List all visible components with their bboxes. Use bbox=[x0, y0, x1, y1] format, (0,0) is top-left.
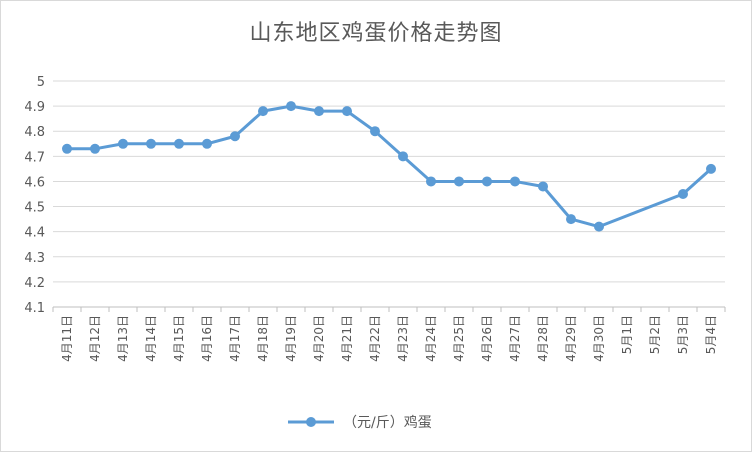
data-point bbox=[90, 143, 100, 154]
data-point bbox=[146, 138, 156, 149]
x-tick-label: 4月11日 bbox=[60, 315, 74, 362]
x-tick-label: 5月4日 bbox=[704, 315, 718, 354]
x-tick-label: 4月27日 bbox=[508, 315, 522, 362]
data-point bbox=[426, 176, 436, 187]
data-point bbox=[174, 138, 184, 149]
data-point bbox=[202, 138, 212, 149]
x-tick-label: 4月17日 bbox=[228, 315, 242, 362]
y-tick-label: 4.9 bbox=[24, 100, 45, 115]
x-tick-label: 4月14日 bbox=[144, 315, 158, 362]
x-tick-label: 4月24日 bbox=[424, 315, 438, 362]
x-tick-label: 5月1日 bbox=[620, 315, 634, 354]
x-tick-label: 4月28日 bbox=[536, 315, 550, 362]
x-tick-label: 4月26日 bbox=[480, 315, 494, 362]
data-point bbox=[286, 101, 296, 112]
data-point bbox=[230, 131, 240, 142]
data-point bbox=[342, 106, 352, 117]
series-line bbox=[67, 104, 713, 229]
x-tick-label: 4月13日 bbox=[116, 315, 130, 362]
x-tick-label: 4月21日 bbox=[340, 315, 354, 362]
x-tick-label: 5月2日 bbox=[648, 315, 662, 354]
y-tick-label: 4.4 bbox=[24, 226, 45, 241]
data-point bbox=[118, 138, 128, 149]
data-point bbox=[510, 176, 520, 187]
x-tick-label: 5月3日 bbox=[676, 315, 690, 354]
x-tick-label: 4月15日 bbox=[172, 315, 186, 362]
data-point bbox=[398, 151, 408, 162]
data-point bbox=[258, 106, 268, 117]
x-tick-label: 4月20日 bbox=[312, 315, 326, 362]
data-point bbox=[566, 214, 576, 225]
chart-title: 山东地区鸡蛋价格走势图 bbox=[249, 21, 503, 46]
data-point bbox=[538, 181, 548, 192]
data-point bbox=[62, 143, 72, 154]
x-tick-label: 4月30日 bbox=[592, 315, 606, 362]
y-tick-label: 5 bbox=[37, 75, 45, 90]
x-tick-label: 4月23日 bbox=[396, 315, 410, 362]
x-tick-label: 4月19日 bbox=[284, 315, 298, 362]
x-tick-label: 4月18日 bbox=[256, 315, 270, 362]
legend-marker bbox=[306, 417, 316, 427]
y-tick-label: 4.2 bbox=[24, 276, 45, 291]
data-point bbox=[314, 106, 324, 117]
data-point bbox=[594, 221, 604, 232]
data-point bbox=[370, 126, 380, 137]
y-tick-label: 4.5 bbox=[24, 201, 45, 216]
data-point bbox=[454, 176, 464, 187]
y-tick-label: 4.7 bbox=[24, 150, 45, 165]
data-point bbox=[706, 163, 716, 174]
data-point bbox=[482, 176, 492, 187]
y-tick-label: 4.8 bbox=[24, 125, 45, 140]
y-tick-label: 4.1 bbox=[24, 301, 45, 316]
x-tick-label: 4月12日 bbox=[88, 315, 102, 362]
legend-label: （元/斤）鸡蛋 bbox=[343, 414, 432, 431]
x-tick-label: 4月25日 bbox=[452, 315, 466, 362]
x-tick-label: 4月16日 bbox=[200, 315, 214, 362]
x-tick-label: 4月29日 bbox=[564, 315, 578, 362]
y-tick-label: 4.6 bbox=[24, 175, 45, 190]
data-point bbox=[678, 189, 688, 199]
y-tick-label: 4.3 bbox=[24, 251, 45, 266]
x-tick-label: 4月22日 bbox=[368, 315, 382, 362]
